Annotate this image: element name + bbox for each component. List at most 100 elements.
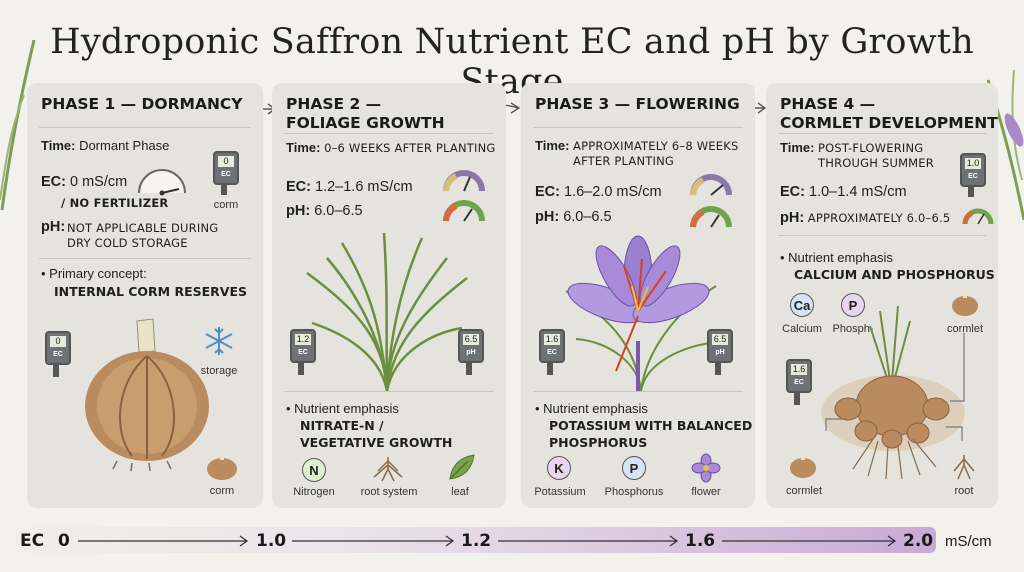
ph-label: pH: — [780, 210, 805, 226]
ph-label: pH: — [535, 209, 560, 225]
nitrogen-caption: Nitrogen — [293, 486, 335, 498]
dial-gauge-icon — [138, 169, 186, 196]
phosphorus-icon: P — [622, 456, 646, 480]
leaf-caption: leaf — [451, 486, 469, 498]
meter-unit: EC — [221, 171, 231, 178]
left-leaf-decoration — [0, 40, 36, 210]
ec-label: EC: — [535, 184, 560, 200]
divider — [778, 235, 986, 236]
ec-tick-1: 1.0 — [256, 531, 287, 551]
cormlet-icon — [952, 291, 978, 316]
ec-scale-bar — [16, 527, 936, 553]
phase4-time: Time: — [780, 140, 814, 155]
saffron-flower-illustration — [565, 235, 717, 392]
divider — [284, 391, 494, 392]
phase1-time: Time: Dormant Phase — [41, 138, 169, 153]
phase1-panel: PHASE 1 — DORMANCY Time: Dormant Phase E… — [27, 83, 263, 508]
nitrogen-icon: N — [302, 458, 326, 482]
meter-unit: EC — [298, 349, 308, 356]
ec-meter-icon: 1.0 EC — [960, 153, 986, 197]
ec-tick-3: 1.6 — [685, 531, 716, 551]
concept-value: INTERNAL CORM RESERVES — [54, 284, 248, 299]
meter-unit: EC — [53, 351, 63, 358]
meter-reading: 1.0 — [965, 158, 981, 169]
concept-label: • Primary concept: — [41, 266, 147, 281]
emphasis-label: • Nutrient emphasis — [535, 401, 648, 416]
meter-reading: 0 — [218, 156, 234, 167]
ec-tick-2: 1.2 — [461, 531, 492, 551]
root-system-icon — [373, 457, 403, 482]
flower-caption: flower — [691, 486, 721, 498]
potassium-caption: Potassium — [534, 486, 586, 498]
time-label: Time: — [41, 138, 76, 153]
root-system-caption: root system — [360, 486, 418, 498]
divider — [284, 133, 494, 134]
ec-tick-4: 2.0 — [903, 531, 934, 551]
phase1-ec: EC: 0 mS/cm — [41, 175, 127, 190]
phase1-ph: pH: — [41, 220, 65, 235]
ec-meter-icon: 1.6 EC — [786, 359, 812, 405]
foliage-illustration — [306, 233, 468, 392]
cormlet-caption: cormlet — [785, 485, 823, 497]
divider — [533, 391, 743, 392]
phase1-title: PHASE 1 — DORMANCY — [41, 95, 243, 113]
phase4-panel: PHASE 4 — CORMLET DEVELOPMENT Time: POST… — [766, 83, 998, 508]
phase4-ph: pH: APPROXIMATELY 6.0–6.5 — [780, 210, 950, 226]
ec-value: 1.0–1.4 mS/cm — [809, 184, 907, 200]
time-value: Dormant Phase — [79, 138, 170, 153]
ec-scale-arrow — [78, 535, 249, 547]
ph-meter-icon: 6.5 pH — [707, 329, 733, 375]
meter-reading: 1.6 — [544, 334, 560, 345]
phase3-time: Time: — [535, 138, 569, 153]
ec-label: EC: — [41, 174, 66, 190]
emphasis-label: • Nutrient emphasis — [286, 401, 399, 416]
emphasis-value: POTASSIUM WITH BALANCED PHOSPHORUS — [549, 418, 753, 450]
phase2-ph: pH: 6.0–6.5 — [286, 204, 363, 219]
phase4-title: PHASE 4 — CORMLET DEVELOPMENT — [780, 95, 998, 132]
phase2-panel: PHASE 2 — FOLIAGE GROWTH Time: 0–6 WEEKS… — [272, 83, 506, 508]
ph-value: NOT APPLICABLE DURING DRY COLD STORAGE — [67, 221, 219, 250]
time-label: Time: — [286, 140, 321, 155]
phase3-title: PHASE 3 — FLOWERING — [535, 95, 740, 113]
ec-scale-arrow — [498, 535, 679, 547]
ec-value: 1.2–1.6 mS/cm — [315, 179, 413, 195]
meter-unit: EC — [547, 349, 557, 356]
ph-meter-icon: 6.5 pH — [458, 329, 484, 375]
meter-reading: 1.2 — [295, 334, 311, 345]
snowflake-icon — [205, 327, 233, 355]
ph-value: 6.0–6.5 — [563, 209, 612, 225]
storage-caption: storage — [200, 365, 238, 377]
ec-dial-icon — [443, 170, 485, 192]
emphasis-label: • Nutrient emphasis — [780, 250, 893, 265]
cormlet-caption: cormlet — [946, 323, 984, 335]
root-caption: root — [954, 485, 974, 497]
ec-scale-label: EC — [20, 531, 45, 551]
ec-value: 1.6–2.0 mS/cm — [564, 184, 662, 200]
phase4-ec: EC: 1.0–1.4 mS/cm — [780, 185, 907, 200]
potassium-icon: K — [547, 456, 571, 480]
phase3-ec: EC: 1.6–2.0 mS/cm — [535, 185, 662, 200]
meter-reading: 6.5 — [463, 334, 479, 345]
calcium-icon: Ca — [790, 293, 814, 317]
emphasis-value: CALCIUM AND PHOSPHORUS — [794, 267, 995, 282]
meter-reading: 6.5 — [712, 334, 728, 345]
meter-unit: EC — [968, 173, 978, 180]
phase2-title: PHASE 2 — FOLIAGE GROWTH — [286, 95, 445, 132]
ec-meter-icon: 0 EC — [45, 331, 71, 377]
ec-label: EC: — [780, 184, 805, 200]
small-corm-icon — [207, 453, 237, 480]
ph-label: pH: — [286, 203, 311, 219]
ph-dial-icon — [962, 208, 994, 225]
phosphorus-icon: P — [841, 293, 865, 317]
ec-tick-0: 0 — [58, 531, 70, 551]
ec-value: 0 mS/cm — [70, 174, 128, 190]
phosphorus-caption: Phosph- — [832, 323, 874, 335]
ph-label: pH: — [41, 219, 66, 235]
divider — [533, 127, 743, 128]
meter-reading: 0 — [50, 336, 66, 347]
corm-caption: corm — [209, 485, 235, 497]
root-icon — [953, 455, 975, 480]
phosphorus-caption: Phosphorus — [604, 486, 664, 498]
ec-dial-icon — [690, 174, 732, 196]
emphasis-value: NITRATE-N / VEGETATIVE GROWTH — [300, 418, 453, 450]
